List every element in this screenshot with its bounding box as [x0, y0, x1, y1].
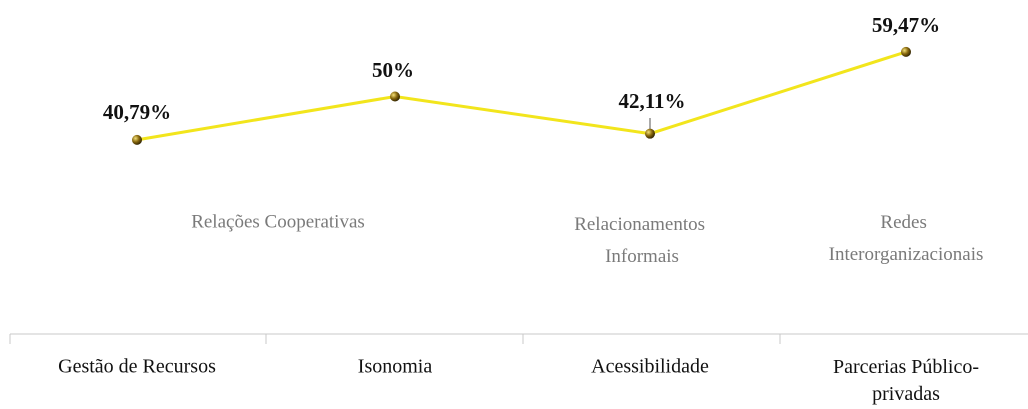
- x-tick-label: Isonomia: [358, 356, 433, 378]
- data-label: 40,79%: [103, 100, 171, 124]
- marker: [901, 46, 911, 57]
- data-label: 59,47%: [872, 13, 940, 37]
- annotation: Relacionamentos Informais: [574, 214, 710, 267]
- annotation: Redes Interorganizacionais: [829, 212, 984, 265]
- x-tick-label: Acessibilidade: [591, 356, 709, 378]
- x-tick-label: Parcerias Público-privadas: [833, 356, 979, 405]
- data-label: 50%: [372, 58, 414, 82]
- marker: [132, 134, 142, 145]
- marker: [645, 128, 655, 139]
- series-line: [136, 50, 907, 142]
- x-tick-label: Gestão de Recursos: [58, 356, 216, 378]
- data-label: 42,11%: [618, 89, 685, 113]
- annotation: Relações Cooperativas: [191, 211, 365, 232]
- marker: [390, 91, 400, 102]
